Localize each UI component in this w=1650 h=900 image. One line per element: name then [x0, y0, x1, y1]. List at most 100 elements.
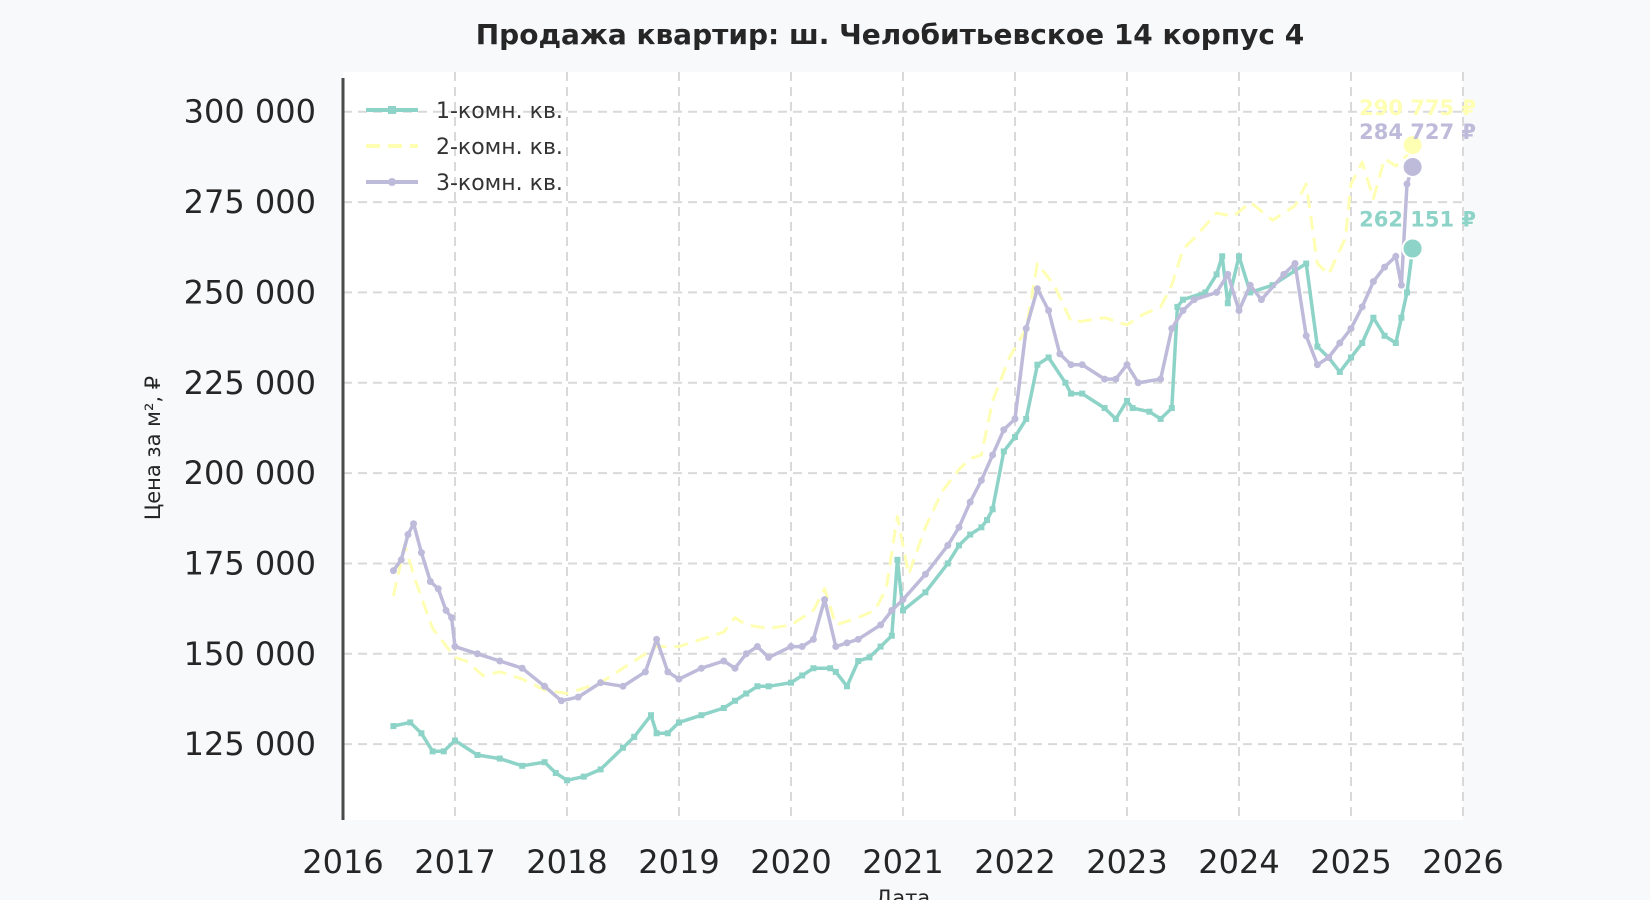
series-layer	[389, 144, 1417, 784]
end-value-label: 262 151 ₽	[1359, 208, 1476, 232]
end-point	[1401, 134, 1424, 157]
data-point	[1000, 426, 1008, 434]
data-point	[866, 654, 873, 661]
data-point	[1336, 339, 1344, 347]
data-point	[407, 719, 414, 726]
series-2	[391, 144, 1414, 695]
data-point	[1202, 289, 1209, 296]
data-point	[1174, 303, 1181, 310]
data-point	[1224, 270, 1232, 278]
data-point	[1112, 415, 1119, 422]
data-point	[798, 643, 806, 651]
y-tick-label: 150 000	[184, 635, 316, 673]
data-point	[832, 668, 839, 675]
x-tick-labels: 2016 2017 2018 2019 2020 2021 2022 2023 2024 2025…	[302, 843, 1503, 881]
data-point	[1236, 253, 1242, 260]
data-point	[720, 704, 727, 711]
x-tick-label: 2020	[750, 843, 831, 881]
data-point	[944, 560, 951, 567]
data-point	[1012, 433, 1018, 440]
data-point	[1246, 281, 1254, 289]
data-point	[518, 664, 526, 672]
data-point	[1101, 375, 1109, 383]
data-point	[648, 712, 654, 719]
data-point	[442, 606, 450, 614]
data-point	[977, 476, 985, 484]
data-point	[1369, 278, 1377, 286]
data-point	[557, 697, 565, 705]
data-point	[1213, 271, 1220, 278]
data-point	[809, 635, 817, 643]
data-point	[1381, 332, 1388, 339]
data-point	[989, 506, 996, 513]
x-tick-label: 2019	[638, 843, 719, 881]
data-point	[552, 770, 559, 777]
data-point	[921, 570, 929, 578]
data-point	[664, 668, 672, 676]
x-tick-label: 2018	[526, 843, 607, 881]
data-point	[788, 679, 794, 686]
data-point	[1023, 415, 1030, 422]
data-point	[1078, 361, 1086, 369]
data-point	[404, 531, 412, 539]
data-point	[1101, 405, 1108, 412]
data-point	[944, 541, 952, 549]
data-point	[1000, 448, 1007, 455]
data-point	[653, 730, 660, 737]
data-point	[1302, 332, 1310, 340]
data-point	[1219, 253, 1226, 260]
grid	[343, 72, 1464, 820]
data-point	[855, 658, 862, 665]
data-point	[496, 657, 504, 665]
data-point	[966, 498, 974, 506]
data-point	[1291, 260, 1299, 268]
x-tick-label: 2022	[974, 843, 1055, 881]
x-tick-label: 2017	[414, 843, 495, 881]
data-point	[888, 632, 895, 639]
data-point	[496, 755, 503, 762]
data-point	[1179, 306, 1187, 314]
data-point	[1325, 353, 1333, 361]
data-point	[1045, 306, 1053, 314]
data-point	[799, 672, 806, 679]
data-point	[1370, 314, 1377, 321]
data-point	[1033, 285, 1041, 293]
data-point	[754, 683, 761, 690]
data-point	[877, 621, 885, 629]
data-point	[580, 773, 587, 780]
data-point	[452, 737, 458, 744]
data-point	[1359, 340, 1366, 347]
x-tick-label: 2026	[1422, 843, 1503, 881]
data-point	[1157, 375, 1165, 383]
y-tick-label: 300 000	[184, 93, 316, 131]
data-point	[519, 762, 526, 769]
y-tick-labels: 125 000 150 000 175 000 200 000 225 000 250 0…	[184, 93, 316, 763]
end-labels: 290 775 ₽ 262 151 ₽ 284 727 ₽	[1359, 96, 1476, 260]
data-point	[619, 682, 627, 690]
end-value-label: 290 775 ₽	[1359, 96, 1476, 120]
data-point	[1358, 303, 1366, 311]
data-point	[1403, 180, 1411, 188]
legend-label: 2-комн. кв.	[436, 135, 563, 160]
data-point	[1381, 263, 1389, 271]
data-point	[984, 517, 990, 524]
data-point	[676, 719, 682, 726]
y-tick-label: 225 000	[184, 364, 316, 402]
data-point	[564, 777, 570, 784]
data-point	[877, 643, 884, 650]
data-point	[1079, 390, 1086, 397]
data-point	[1313, 361, 1321, 369]
data-point	[631, 733, 638, 740]
legend-marker	[388, 178, 396, 186]
data-point	[1392, 252, 1400, 260]
data-point	[753, 643, 761, 651]
data-point	[1347, 325, 1355, 333]
x-tick-label: 2021	[862, 843, 943, 881]
data-point	[397, 556, 405, 564]
x-tick-label: 2025	[1310, 843, 1391, 881]
data-point	[641, 668, 649, 676]
data-point	[1336, 368, 1343, 375]
chart-title: Продажа квартир: ш. Челобитьевское 14 ко…	[476, 18, 1305, 51]
data-point	[1045, 354, 1052, 361]
